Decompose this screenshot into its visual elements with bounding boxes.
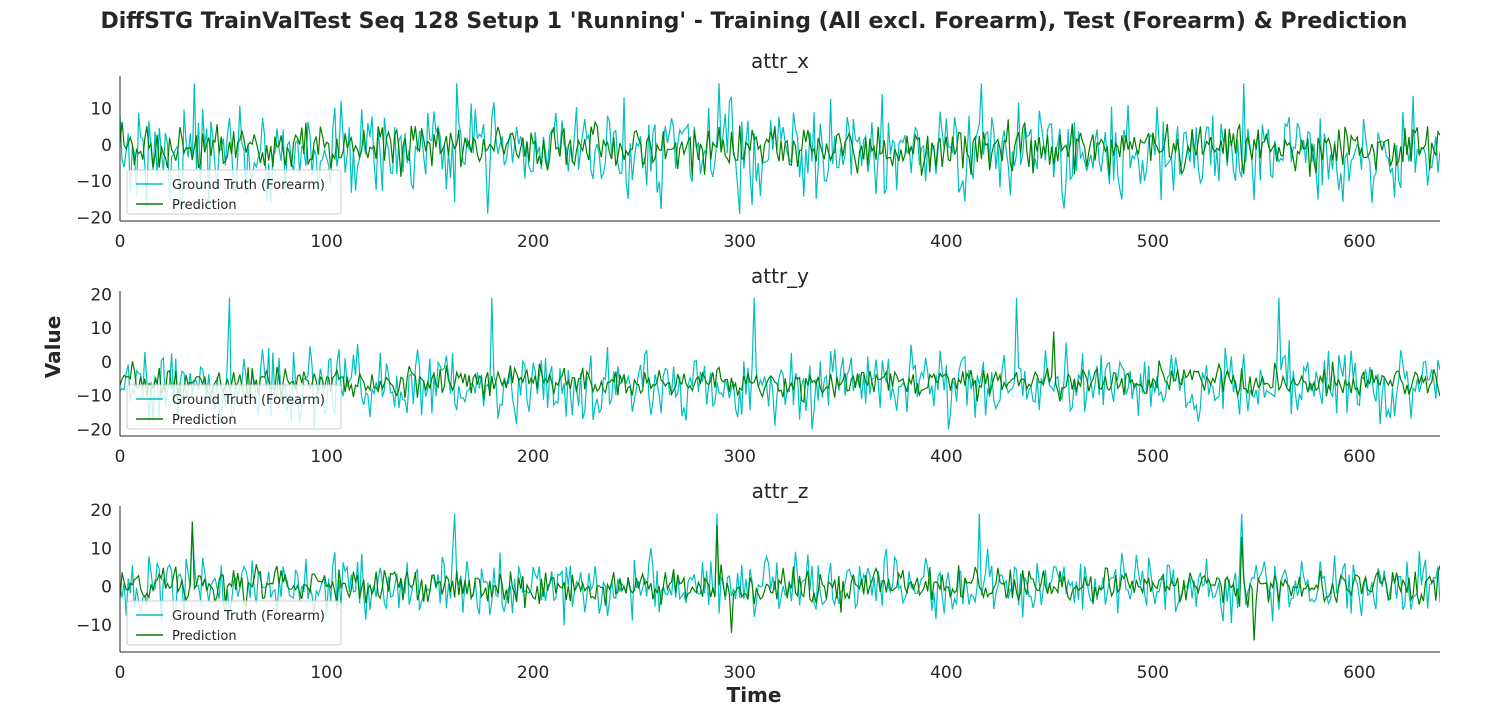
- y-tick-label: −10: [76, 172, 112, 192]
- x-tick-label: 400: [930, 232, 962, 252]
- x-tick-label: 500: [1137, 232, 1169, 252]
- x-tick-label: 300: [723, 447, 755, 467]
- legend-box: [126, 169, 342, 215]
- x-tick-label: 0: [115, 663, 126, 683]
- y-tick-label: 20: [90, 285, 112, 305]
- x-tick-label: 200: [517, 663, 549, 683]
- x-tick-label: 500: [1137, 447, 1169, 467]
- legend-entry: Ground Truth (Forearm): [172, 178, 325, 193]
- legend-entry: Prediction: [172, 198, 237, 213]
- subplot-title: attr_y: [751, 264, 809, 288]
- subplot-title: attr_z: [752, 479, 809, 503]
- legend-box: [126, 600, 342, 646]
- x-tick-label: 0: [115, 447, 126, 467]
- x-tick-label: 600: [1343, 663, 1375, 683]
- legend-entry: Ground Truth (Forearm): [172, 393, 325, 408]
- y-tick-label: −20: [76, 208, 112, 228]
- legend-box: [126, 384, 342, 430]
- y-tick-label: −20: [76, 420, 112, 440]
- y-tick-label: 10: [90, 319, 112, 339]
- y-tick-label: 10: [90, 100, 112, 120]
- y-tick-label: 0: [101, 578, 112, 598]
- legend-entry: Prediction: [172, 413, 237, 428]
- series-line-ground-truth: [120, 513, 1440, 626]
- x-tick-label: 400: [930, 447, 962, 467]
- legend: Ground Truth (Forearm) Prediction: [126, 384, 342, 430]
- legend: Ground Truth (Forearm) Prediction: [126, 169, 342, 215]
- y-tick-label: 0: [101, 353, 112, 373]
- x-tick-label: 100: [310, 663, 342, 683]
- y-tick-label: 10: [90, 539, 112, 559]
- series-line-prediction: [120, 521, 1440, 641]
- series-line-prediction: [120, 331, 1440, 404]
- figure-title: DiffSTG TrainValTest Seq 128 Setup 1 'Ru…: [101, 9, 1408, 34]
- legend-entry: Prediction: [172, 629, 237, 644]
- x-tick-label: 0: [115, 232, 126, 252]
- x-tick-label: 100: [310, 232, 342, 252]
- legend-entry: Ground Truth (Forearm): [172, 609, 325, 624]
- subplot-title: attr_x: [751, 49, 809, 73]
- x-tick-label: 200: [517, 447, 549, 467]
- y-tick-label: −10: [76, 616, 112, 636]
- x-tick-label: 400: [930, 663, 962, 683]
- x-tick-label: 500: [1137, 663, 1169, 683]
- x-tick-label: 100: [310, 447, 342, 467]
- subplots: attr_x0 100 200 300 400 500 600−20−10010Ground…: [76, 49, 1440, 683]
- legend: Ground Truth (Forearm) Prediction: [126, 600, 342, 646]
- x-tick-label: 200: [517, 232, 549, 252]
- subplot-attr_x: attr_x 0 100 200 300 400 500 600 −20 −10 0 10 Ground…: [76, 49, 1440, 252]
- subplot-attr_z: attr_z 0 100 200 300 400 500 600 −10 0 10 20 Ground …: [76, 479, 1440, 683]
- x-tick-label: 600: [1343, 447, 1375, 467]
- series-line-prediction: [120, 119, 1440, 177]
- y-tick-label: 20: [90, 501, 112, 521]
- series-line-ground-truth: [120, 83, 1440, 214]
- x-tick-label: 600: [1343, 232, 1375, 252]
- y-tick-label: −10: [76, 387, 112, 407]
- y-tick-label: 0: [101, 136, 112, 156]
- y-axis-label: Value: [41, 316, 65, 379]
- x-tick-label: 300: [723, 232, 755, 252]
- series-line-ground-truth: [120, 297, 1440, 430]
- x-tick-label: 300: [723, 663, 755, 683]
- subplot-attr_y: attr_y 0 100 200 300 400 500 600 −20 −10 0 10 20 Grou…: [76, 264, 1440, 467]
- x-axis-label: Time: [727, 683, 782, 707]
